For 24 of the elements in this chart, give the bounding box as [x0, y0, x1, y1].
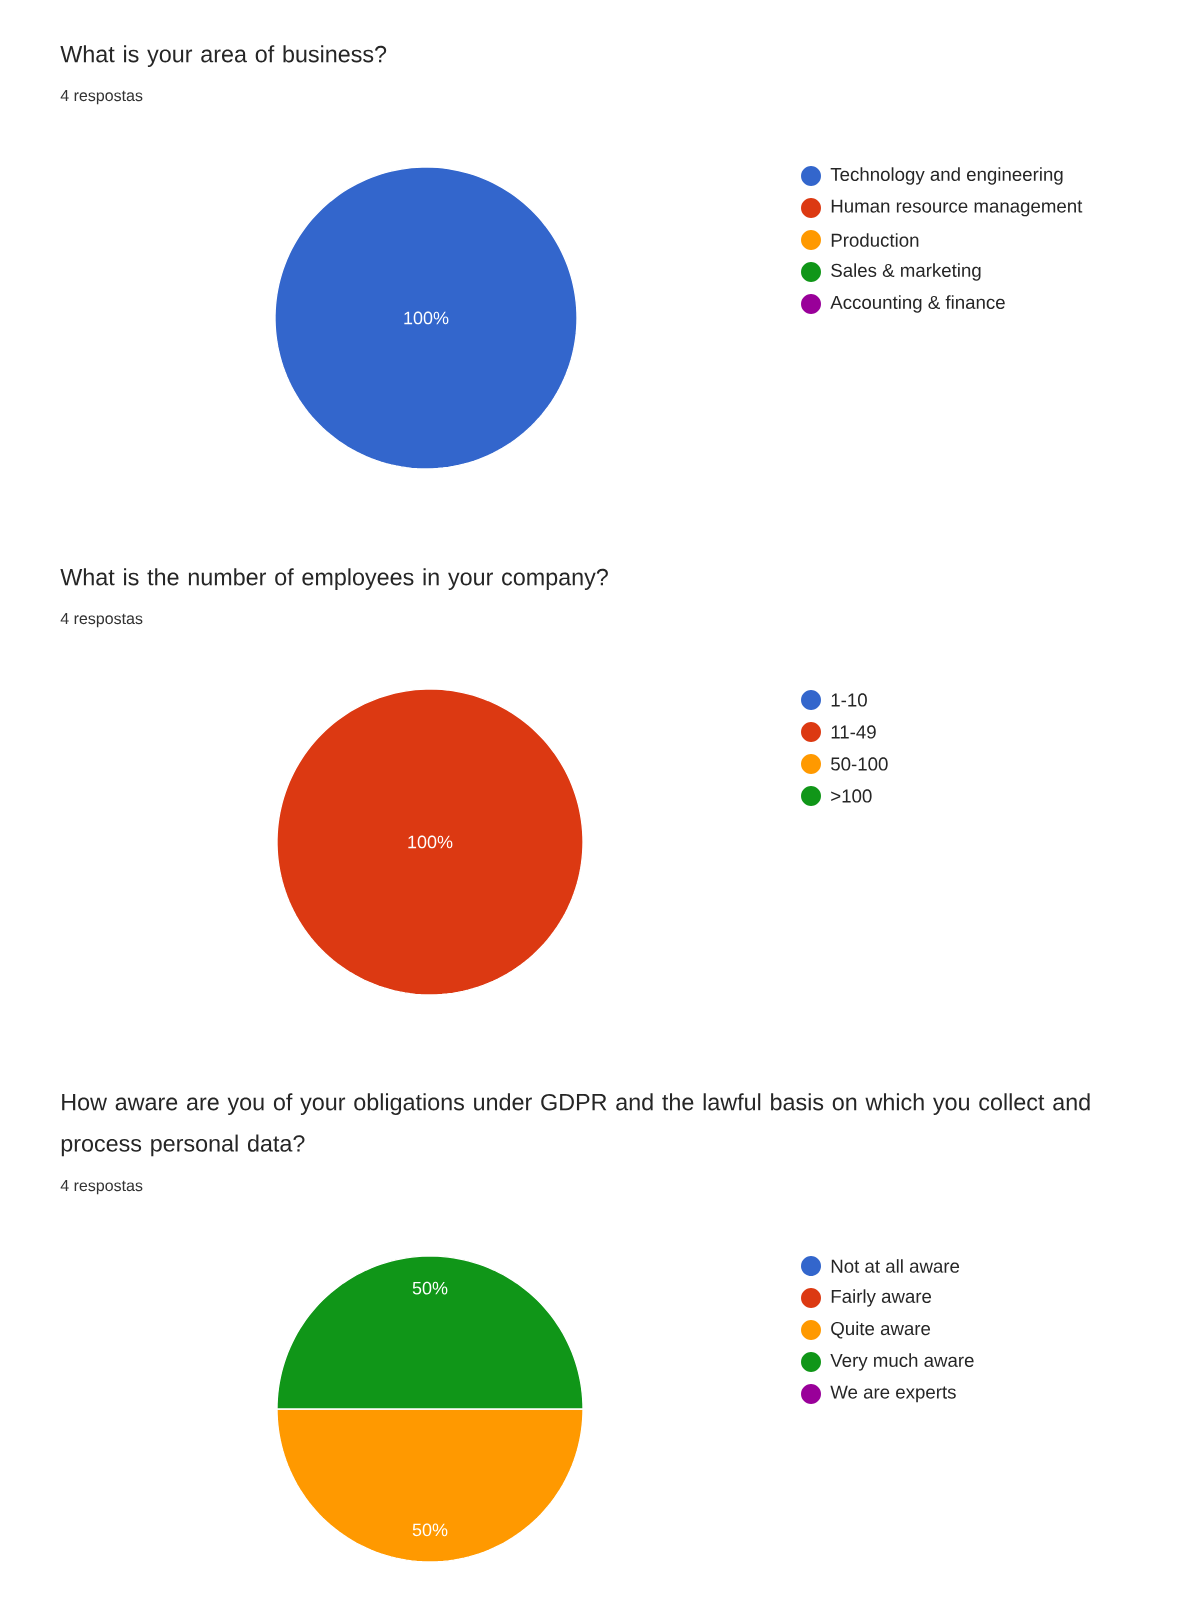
chart-title: How aware are you of your obligations under GDPR and the lawful basis on which you collect and process personal data?: [61, 1093, 1090, 1157]
legend-label: Fairly aware: [831, 1289, 932, 1307]
legend-label: Very much aware: [830, 1353, 974, 1371]
legend-label: Accounting & finance: [830, 295, 1005, 313]
legend-label: Human resource management: [831, 199, 1083, 217]
text: 4 respostas: [60, 89, 143, 105]
legend-label: Not at all aware: [831, 1259, 960, 1273]
legend-label: 11-49: [831, 725, 876, 739]
data-label: 50%: [412, 1523, 448, 1537]
data-label: 100%: [408, 835, 453, 849]
legend-label: 50-100: [831, 757, 888, 771]
legend-label: 1-10: [831, 693, 867, 707]
legend-label: We are experts: [830, 1385, 956, 1403]
legend-label: >100: [831, 789, 872, 803]
chart-title: What is the number of employees in your company?: [60, 568, 608, 591]
legend-label: Quite aware: [831, 1321, 931, 1339]
chart-title: What is your area of business?: [60, 45, 387, 68]
legend-label: Production: [831, 233, 919, 247]
data-label: 50%: [412, 1281, 448, 1295]
data-label: 100%: [404, 311, 449, 325]
legend-label: Technology and engineering: [830, 167, 1063, 185]
text: 4 respostas: [60, 1179, 143, 1195]
legend-label: Sales & marketing: [831, 263, 981, 281]
text: 4 respostas: [60, 612, 143, 628]
